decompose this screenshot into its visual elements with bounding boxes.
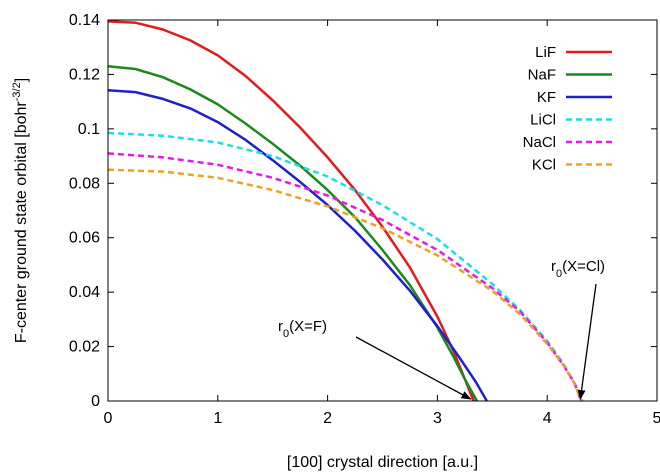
x-tick-label: 4 [543,410,552,427]
x-axis-label: [100] crystal direction [a.u.] [287,454,478,471]
annotation-r0-F-label: r0(X=F) [278,318,327,340]
y-tick-label: 0.04 [69,284,100,301]
y-axis-label: F-center ground state orbital [bohr-3/2] [11,78,30,343]
legend-label-kcl: KCl [532,157,556,174]
x-tick-label: 1 [213,410,222,427]
legend-label-licl: LiCl [530,112,556,129]
legend-label-lif: LiF [535,44,556,61]
y-tick-label: 0.02 [69,339,100,356]
x-tick-label: 2 [323,410,332,427]
x-tick-label: 0 [104,410,113,427]
annotation-r0-Cl-arrow [577,283,597,400]
series-line-lif [107,20,475,402]
series-line-nacl [107,152,583,402]
x-tick-label: 5 [653,410,660,427]
y-axis-label-sup: -3/2 [11,82,23,101]
series-layer [107,20,584,402]
y-tick-label: 0.12 [69,66,100,83]
annotation-r0-F-arrow [355,336,472,400]
y-axis-label-main: F-center ground state orbital [bohr [13,101,30,344]
annotations: r0(X=F) r0(X=Cl) [278,258,605,400]
legend: LiF NaF KF LiCl NaCl KCl [523,44,612,174]
y-tick-label: 0.1 [78,121,100,138]
annotation-r0-Cl-label: r0(X=Cl) [551,258,605,280]
y-tick-label: 0.14 [69,12,100,29]
legend-label-nacl: NaCl [523,134,556,151]
x-tick-label: 3 [433,410,442,427]
y-axis-label-end: ] [13,78,30,82]
y-tick-label: 0.08 [69,175,100,192]
legend-label-kf: KF [537,89,556,106]
series-line-kf [107,88,488,402]
series-line-naf [107,65,478,402]
plot-frame [107,19,658,402]
series-line-kcl [107,168,583,402]
ticks-layer: 0 1 2 3 4 5 0 0.02 0.04 0.06 0.08 0.1 0.12 0.14 [69,12,660,427]
y-tick-label: 0.06 [69,230,100,247]
legend-label-naf: NaF [528,67,556,84]
y-tick-label: 0 [91,393,100,410]
